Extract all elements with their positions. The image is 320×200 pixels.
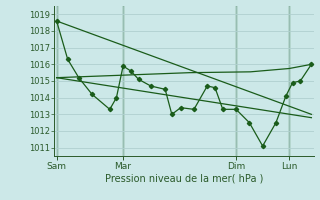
X-axis label: Pression niveau de la mer( hPa ): Pression niveau de la mer( hPa ) — [105, 173, 263, 183]
